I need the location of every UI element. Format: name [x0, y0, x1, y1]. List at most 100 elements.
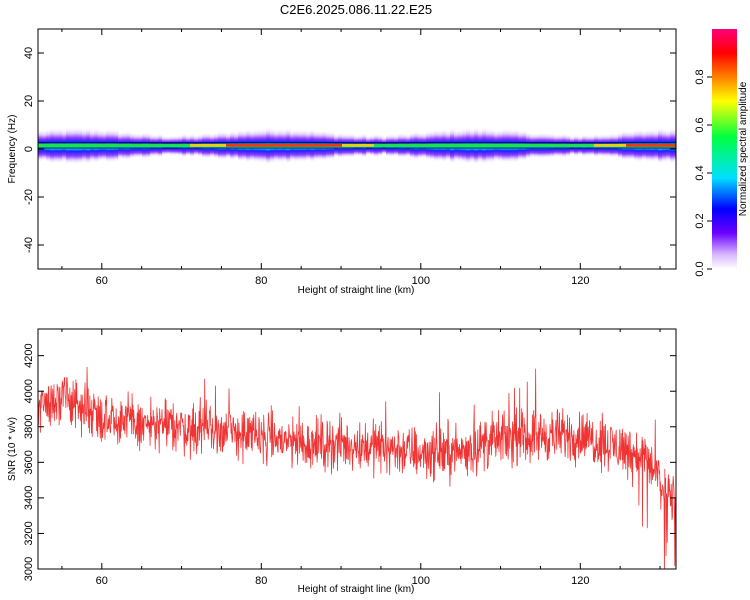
spectrogram-data	[38, 126, 676, 165]
spectrogram-core	[94, 144, 99, 147]
spectrogram-core	[70, 144, 75, 147]
spectrogram-core	[338, 144, 343, 147]
spectrogram-core	[534, 144, 539, 147]
snr-ytick-label: 4200	[23, 343, 35, 367]
spectrogram-core	[590, 144, 595, 147]
spectrogram-core	[482, 144, 487, 147]
spectrogram-core	[650, 144, 655, 147]
spectrogram-core	[622, 144, 627, 147]
colorbar: 0.0 0.2 0.4 0.6 0.8 Normalized spectral ampl…	[694, 29, 749, 277]
spectrogram-core	[610, 144, 615, 147]
spectrogram-core	[86, 144, 91, 147]
snr-ytick-label: 3800	[23, 415, 35, 439]
spectrogram-core	[362, 144, 367, 147]
snr-xtick-label: 60	[96, 575, 108, 587]
spectrogram-core	[474, 144, 479, 147]
spectrogram-core	[38, 144, 43, 147]
spectrogram-core	[358, 144, 363, 147]
spectrogram-core	[466, 144, 471, 147]
spectrogram-core	[50, 144, 55, 147]
colorbar-tick-label: 0.6	[694, 117, 706, 132]
spectrogram-core	[314, 144, 319, 147]
spectrogram-core	[530, 144, 535, 147]
spectrogram-core	[206, 144, 211, 147]
spectrogram-core	[46, 144, 51, 147]
spectrogram-core	[226, 144, 231, 147]
spectrogram-core	[110, 144, 115, 147]
spectrogram-core	[546, 144, 551, 147]
spectrogram-core	[74, 144, 79, 147]
spectrogram-core	[490, 144, 495, 147]
spectrogram-core	[186, 144, 191, 147]
spectrogram-core	[506, 144, 511, 147]
snr-xtick-label: 80	[255, 575, 267, 587]
snr-series-line	[38, 366, 676, 569]
spectrogram-core	[178, 144, 183, 147]
spectrogram-core	[350, 144, 355, 147]
colorbar-gradient	[712, 29, 737, 269]
spectrogram-core	[342, 144, 347, 147]
spectrogram-core	[42, 144, 47, 147]
colorbar-label: Normalized spectral amplitude	[738, 81, 749, 216]
spectrogram-core	[194, 144, 199, 147]
spectrogram-core	[618, 144, 623, 147]
spectrogram-core	[526, 144, 531, 147]
spectrogram-ytick-label: 0	[23, 146, 35, 152]
spectrogram-core	[290, 144, 295, 147]
spectrogram-core	[426, 144, 431, 147]
spectrogram-core	[418, 144, 423, 147]
spectrogram-core	[642, 144, 647, 147]
figure-title: C2E6.2025.086.11.22.E25	[280, 2, 432, 17]
spectrogram-ytick-label: -40	[23, 237, 35, 253]
spectrogram-ytick-label: 20	[23, 95, 35, 107]
spectrogram-core	[386, 144, 391, 147]
spectrogram-core	[322, 144, 327, 147]
spectrogram-core	[346, 144, 351, 147]
spectrogram-core	[106, 144, 111, 147]
spectrogram-core	[66, 144, 71, 147]
spectrogram-core	[638, 144, 643, 147]
spectrogram-core	[298, 144, 303, 147]
spectrogram-core	[646, 144, 651, 147]
spectrogram-core	[442, 144, 447, 147]
spectrogram-core	[542, 144, 547, 147]
spectrogram-core	[666, 144, 671, 147]
spectrogram-core	[634, 144, 639, 147]
spectrogram-core	[150, 144, 155, 147]
spectrogram-core	[306, 144, 311, 147]
spectrogram-core	[310, 144, 315, 147]
spectrogram-core	[470, 144, 475, 147]
spectrogram-core	[422, 144, 427, 147]
spectrogram-ytick-label: -20	[23, 189, 35, 205]
spectrogram-core	[382, 144, 387, 147]
spectrogram-core	[218, 144, 223, 147]
spectrogram-core	[398, 144, 403, 147]
spectrogram-core	[614, 144, 619, 147]
spectrogram-core	[458, 144, 463, 147]
spectrogram-core	[522, 144, 527, 147]
spectrogram-core	[82, 144, 87, 147]
spectrogram-core	[122, 144, 127, 147]
spectrogram-core	[54, 144, 59, 147]
spectrogram-core	[582, 144, 587, 147]
spectrogram-core	[402, 144, 407, 147]
spectrogram-core	[166, 144, 171, 147]
spectrogram-core	[570, 144, 575, 147]
spectrogram-core	[250, 144, 255, 147]
spectrogram-core	[394, 144, 399, 147]
spectrogram-xtick-label: 120	[571, 275, 589, 287]
spectrogram-core	[478, 144, 483, 147]
spectrogram-core	[278, 144, 283, 147]
spectrogram-core	[170, 144, 175, 147]
spectrogram-core	[98, 144, 103, 147]
spectrogram-core	[438, 144, 443, 147]
spectrogram-xtick-label: 100	[412, 275, 430, 287]
spectrogram-core	[674, 144, 676, 147]
spectrogram-core	[162, 144, 167, 147]
spectrogram-core	[258, 144, 263, 147]
spectrogram-core	[374, 144, 379, 147]
spectrogram-xtick-label: 60	[96, 275, 108, 287]
spectrogram-core	[138, 144, 143, 147]
spectrogram-core	[518, 144, 523, 147]
